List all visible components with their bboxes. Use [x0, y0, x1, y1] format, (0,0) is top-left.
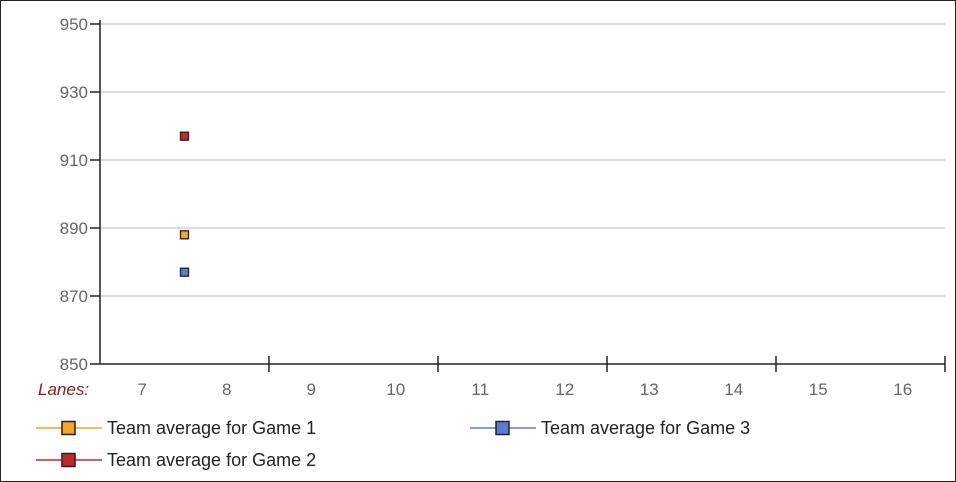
data-points — [179, 131, 190, 277]
x-tick-label: 8 — [222, 380, 231, 399]
y-tick-label: 910 — [60, 151, 88, 170]
x-tick-label: 7 — [138, 380, 147, 399]
x-axis-ticks: 7 8 9 10 11 12 13 14 15 16 — [138, 356, 946, 399]
x-tick-label: 13 — [640, 380, 659, 399]
x-tick-label: 10 — [386, 380, 405, 399]
data-point — [179, 267, 190, 277]
y-tick-label: 870 — [60, 287, 88, 306]
y-tick-label: 850 — [60, 355, 88, 374]
axes — [99, 20, 945, 365]
legend-item: Team average for Game 1 — [36, 418, 316, 438]
legend-item: Team average for Game 3 — [470, 418, 750, 438]
x-tick-label: 12 — [555, 380, 574, 399]
legend-marker — [61, 452, 76, 468]
x-tick-label: 16 — [893, 380, 912, 399]
x-tick-label: 9 — [307, 380, 316, 399]
legend-marker — [61, 420, 76, 436]
legend-marker — [495, 420, 510, 436]
legend-label: Team average for Game 1 — [107, 418, 316, 438]
y-tick-label: 930 — [60, 83, 88, 102]
legend: Team average for Game 1 Team average for … — [36, 418, 750, 470]
legend-label: Team average for Game 2 — [107, 450, 316, 470]
x-tick-label: 11 — [471, 380, 489, 399]
data-point — [179, 230, 190, 240]
x-tick-label: 15 — [809, 380, 828, 399]
y-axis-ticks: 850 870 890 910 930 950 — [60, 15, 100, 374]
legend-label: Team average for Game 3 — [541, 418, 750, 438]
data-point — [179, 131, 190, 141]
y-tick-label: 890 — [60, 219, 88, 238]
legend-item: Team average for Game 2 — [36, 450, 316, 470]
x-axis-label: Lanes: — [38, 380, 89, 399]
y-tick-label: 950 — [60, 15, 88, 34]
x-tick-label: 14 — [724, 380, 743, 399]
grid-lines — [100, 23, 945, 297]
